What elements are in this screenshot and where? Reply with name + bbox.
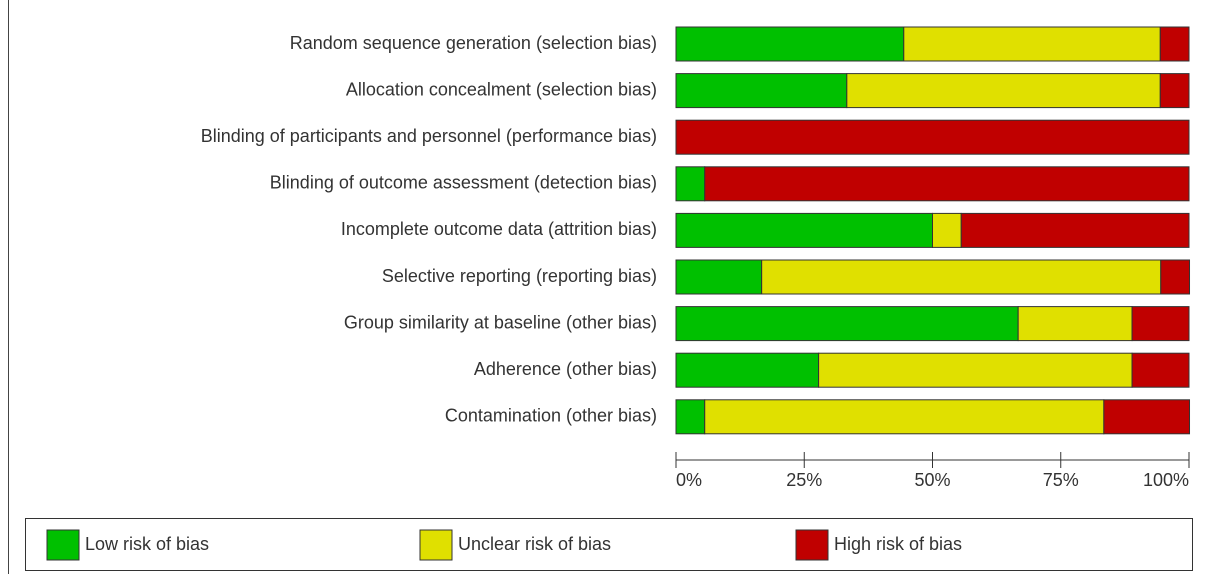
category-label: Group similarity at baseline (other bias… [344, 312, 657, 332]
bar-segment [675, 306, 1019, 342]
bar-segment [1017, 306, 1133, 342]
bar-segment [1103, 399, 1191, 435]
bar-segment [960, 212, 1190, 248]
x-tick-label: 100% [1143, 470, 1189, 490]
bar-segment [846, 73, 1161, 109]
category-label: Contamination (other bias) [445, 406, 657, 426]
bar-segment [675, 399, 706, 435]
legend-label: Unclear risk of bias [458, 534, 611, 554]
bar-segment [1131, 352, 1190, 388]
bar-segment [675, 259, 763, 295]
category-label: Selective reporting (reporting bias) [382, 266, 657, 286]
bar-segment [675, 119, 1190, 155]
legend-label: Low risk of bias [85, 534, 209, 554]
category-label: Random sequence generation (selection bi… [290, 33, 657, 53]
x-tick-label: 50% [914, 470, 950, 490]
legend-swatch [419, 529, 453, 561]
bar-segment [932, 212, 962, 248]
bar-segment [675, 166, 706, 202]
bar-segment [704, 399, 1105, 435]
bar-segment [903, 26, 1161, 62]
bar-segment [761, 259, 1162, 295]
category-label: Blinding of outcome assessment (detectio… [270, 173, 657, 193]
bar-segment [704, 166, 1190, 202]
legend-label: High risk of bias [834, 534, 962, 554]
bar-segment [1159, 73, 1190, 109]
x-tick-label: 75% [1043, 470, 1079, 490]
category-label: Incomplete outcome data (attrition bias) [341, 219, 657, 239]
bar-segment [1160, 259, 1191, 295]
legend-swatch [795, 529, 829, 561]
legend-swatch [46, 529, 80, 561]
bar-segment [675, 352, 820, 388]
category-label: Blinding of participants and personnel (… [201, 126, 657, 146]
category-label: Adherence (other bias) [474, 359, 657, 379]
bar-segment [675, 73, 848, 109]
bar-segment [1159, 26, 1190, 62]
x-tick-label: 25% [786, 470, 822, 490]
bar-segment [675, 26, 905, 62]
legend-box [25, 518, 1193, 571]
x-tick-label: 0% [676, 470, 702, 490]
bar-segment [818, 352, 1133, 388]
category-label: Allocation concealment (selection bias) [346, 79, 657, 99]
bar-segment [1131, 306, 1190, 342]
bar-segment [675, 212, 933, 248]
